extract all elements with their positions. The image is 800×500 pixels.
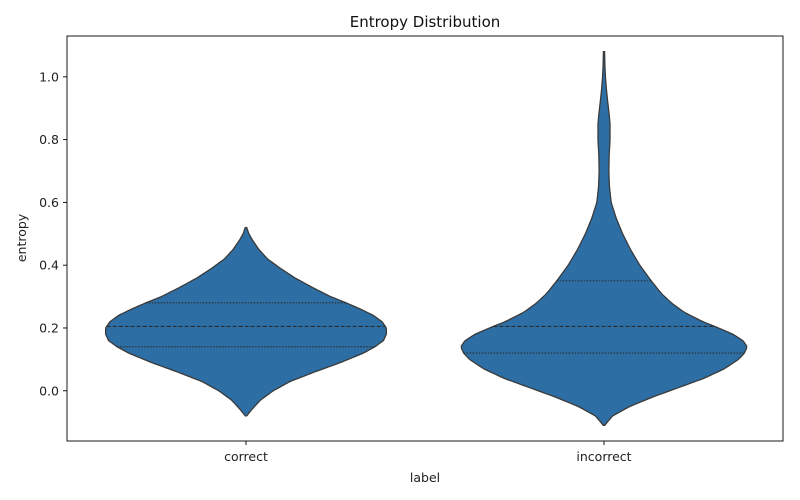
y-axis-label: entropy (14, 213, 29, 262)
chart-title: Entropy Distribution (350, 13, 501, 31)
violin-correct (105, 226, 387, 417)
plot-frame (66, 35, 784, 442)
y-tick-label: 0.4 (39, 258, 59, 273)
y-axis: 0.0 0.2 0.4 0.6 0.8 1.0 (39, 69, 67, 398)
x-tick-label-correct: correct (224, 449, 268, 464)
y-tick-label: 0.0 (39, 383, 59, 398)
violin-incorrect (460, 51, 748, 426)
y-tick-label: 0.8 (39, 132, 59, 147)
y-tick-label: 1.0 (39, 69, 59, 84)
x-axis: correct incorrect (224, 441, 632, 464)
y-tick-label: 0.6 (39, 195, 59, 210)
y-tick-label: 0.2 (39, 320, 59, 335)
violins-layer (105, 51, 748, 426)
x-tick-label-incorrect: incorrect (576, 449, 631, 464)
x-axis-label: label (410, 470, 440, 485)
